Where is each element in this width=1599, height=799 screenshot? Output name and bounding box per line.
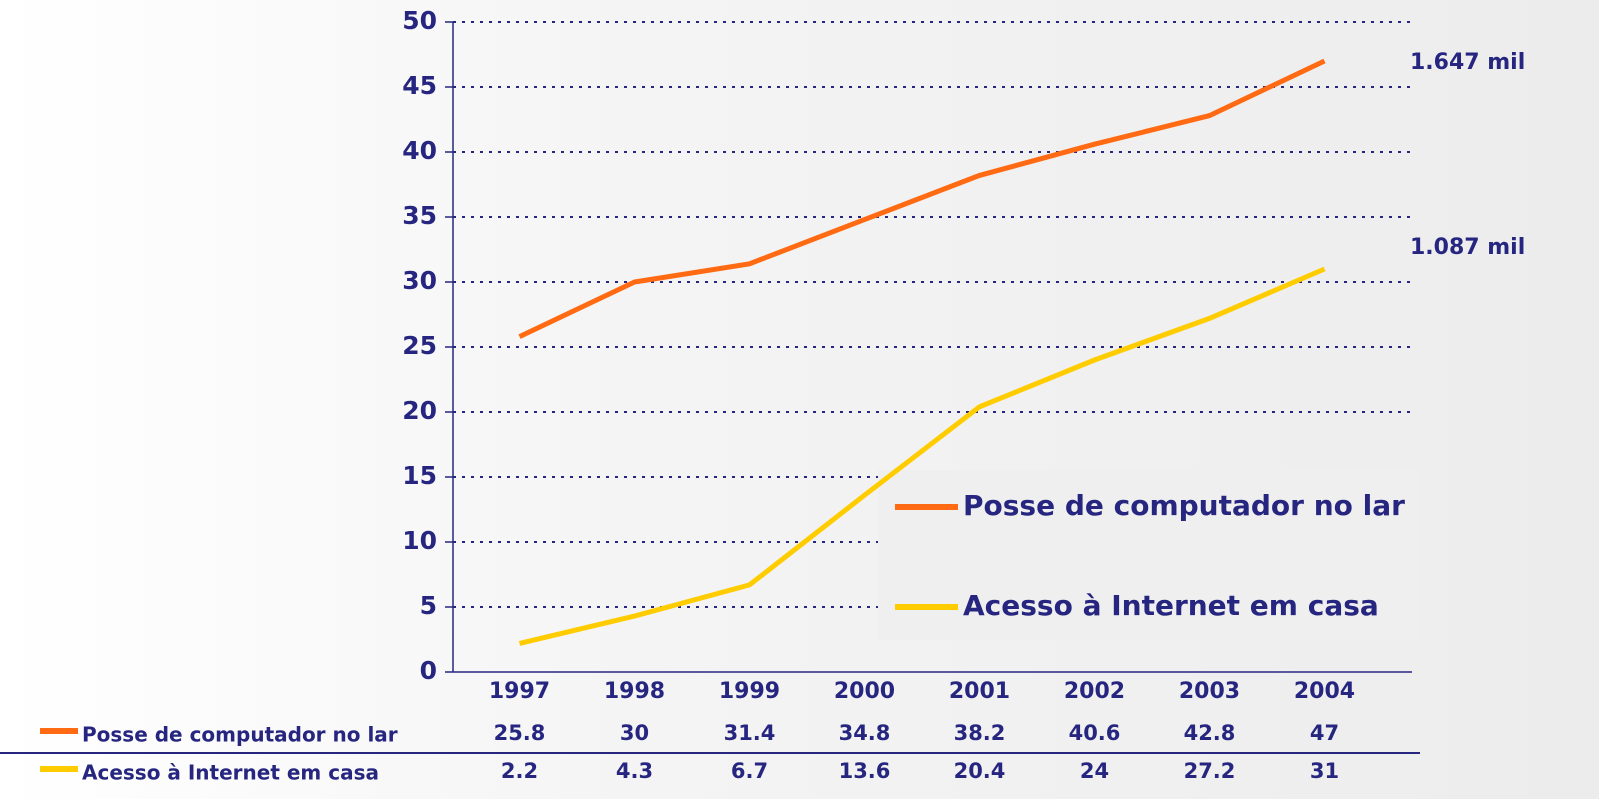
table-cell: 38.2 — [954, 721, 1006, 745]
y-tick-label: 0 — [420, 656, 437, 685]
table-cell: 4.3 — [616, 759, 653, 783]
table-cell: 20.4 — [954, 759, 1006, 783]
x-tick-label: 1997 — [489, 679, 550, 704]
x-tick-label: 2001 — [949, 679, 1010, 704]
x-tick-label: 1999 — [719, 679, 780, 704]
table-cell: 47 — [1310, 721, 1339, 745]
table-row-label: Acesso à Internet em casa — [82, 761, 379, 785]
line-series — [520, 61, 1325, 337]
y-tick-label: 5 — [420, 591, 437, 620]
x-tick-label: 2004 — [1294, 679, 1355, 704]
x-tick-label: 1998 — [604, 679, 665, 704]
table-row-label: Posse de computador no lar — [82, 723, 398, 747]
y-tick-label: 10 — [402, 526, 437, 555]
table-cell: 31 — [1310, 759, 1339, 783]
chart: 0 5 10 15 20 25 30 35 40 45 50 1997 1998 1999 2000 2001… — [0, 0, 1599, 799]
annotation: 1.087 mil — [1410, 235, 1525, 260]
y-tick-label: 20 — [402, 396, 437, 425]
table-cell: 30 — [620, 721, 649, 745]
legend-label: Posse de computador no lar — [963, 489, 1405, 522]
y-tick-label: 50 — [402, 6, 437, 35]
legend-label: Acesso à Internet em casa — [963, 589, 1379, 622]
table-cell: 40.6 — [1069, 721, 1121, 745]
y-tick-label: 40 — [402, 136, 437, 165]
table-cell: 2.2 — [501, 759, 538, 783]
table-cell: 24 — [1080, 759, 1109, 783]
y-tick-label: 35 — [402, 201, 437, 230]
y-tick-label: 25 — [402, 331, 437, 360]
y-tick-label: 15 — [402, 461, 437, 490]
table-cell: 31.4 — [724, 721, 776, 745]
table-cell: 34.8 — [839, 721, 891, 745]
y-tick-label: 45 — [402, 71, 437, 100]
table-cell: 27.2 — [1184, 759, 1236, 783]
x-tick-label: 2003 — [1179, 679, 1240, 704]
table-cell: 13.6 — [839, 759, 891, 783]
annotation: 1.647 mil — [1410, 50, 1525, 75]
table-cell: 6.7 — [731, 759, 768, 783]
table-cell: 42.8 — [1184, 721, 1236, 745]
table-cell: 25.8 — [494, 721, 546, 745]
y-tick-label: 30 — [402, 266, 437, 295]
x-tick-label: 2000 — [834, 679, 895, 704]
x-tick-label: 2002 — [1064, 679, 1125, 704]
